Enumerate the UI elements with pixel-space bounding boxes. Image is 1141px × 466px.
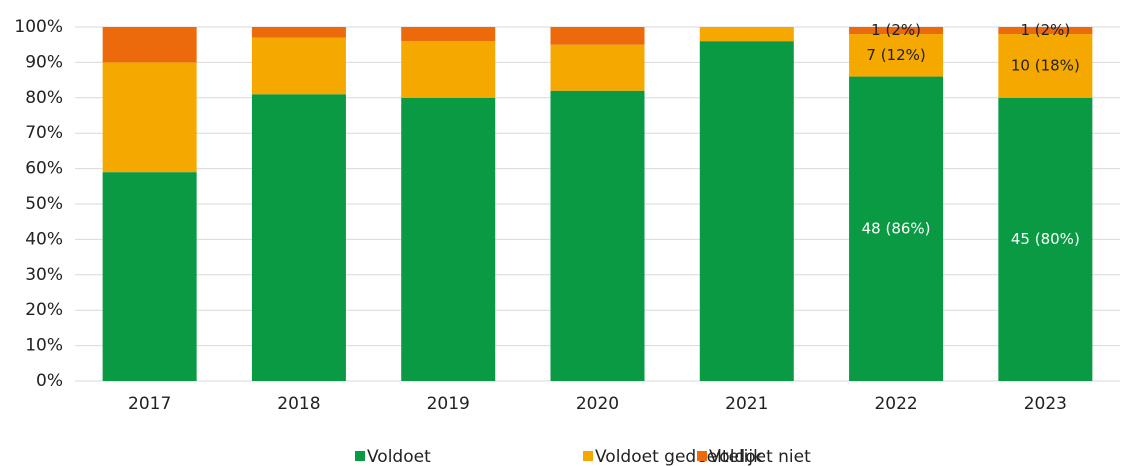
bar-segment [401,27,496,42]
y-tick-label: 70% [25,123,63,143]
bar-segment [102,172,197,381]
x-tick-label: 2017 [128,394,171,414]
y-tick-label: 0% [36,371,63,391]
y-tick-label: 80% [25,88,63,108]
bar-segment [251,27,346,38]
y-tick-label: 30% [25,265,63,285]
bar-segment [998,34,1093,98]
bar-segment [550,27,645,45]
value-label: 48 (86%) [862,219,931,237]
bar-segment [849,76,944,381]
legend-swatch [355,451,365,461]
bar-segment [849,34,944,77]
bar-segment [998,97,1093,382]
legend-swatch [583,451,593,461]
x-tick-label: 2021 [725,394,768,414]
legend-label: Voldoet niet [709,447,811,466]
y-tick-label: 40% [25,229,63,249]
value-label: 1 (2%) [1020,21,1070,39]
x-tick-label: 2023 [1024,394,1067,414]
bar-segment [401,97,496,382]
y-tick-label: 100% [14,17,63,37]
bar-segment [699,41,794,381]
x-tick-label: 2018 [277,394,320,414]
value-label: 7 (12%) [866,46,925,64]
bar-segment [998,27,1093,35]
legend-label: Voldoet [367,447,431,466]
bar-segment [401,41,496,98]
x-tick-label: 2019 [427,394,470,414]
bar-segment [102,62,197,173]
bar-segment [550,90,645,381]
y-tick-label: 50% [25,194,63,214]
x-tick-label: 2020 [576,394,619,414]
bar-segment [849,27,944,35]
bar-segment [699,27,794,42]
y-tick-label: 10% [25,336,63,356]
bar-segment [550,44,645,91]
x-tick-label: 2022 [874,394,917,414]
value-label: 1 (2%) [871,21,921,39]
value-label: 45 (80%) [1011,230,1080,248]
legend-label: Voldoet gedeeltelijk [595,447,763,466]
legend-swatch [697,451,707,461]
bar-segment [251,94,346,381]
bar-segment [102,27,197,63]
bar-segment [251,37,346,95]
y-tick-label: 60% [25,159,63,179]
y-tick-label: 90% [25,52,63,72]
value-label: 10 (18%) [1011,56,1080,74]
y-tick-label: 20% [25,300,63,320]
